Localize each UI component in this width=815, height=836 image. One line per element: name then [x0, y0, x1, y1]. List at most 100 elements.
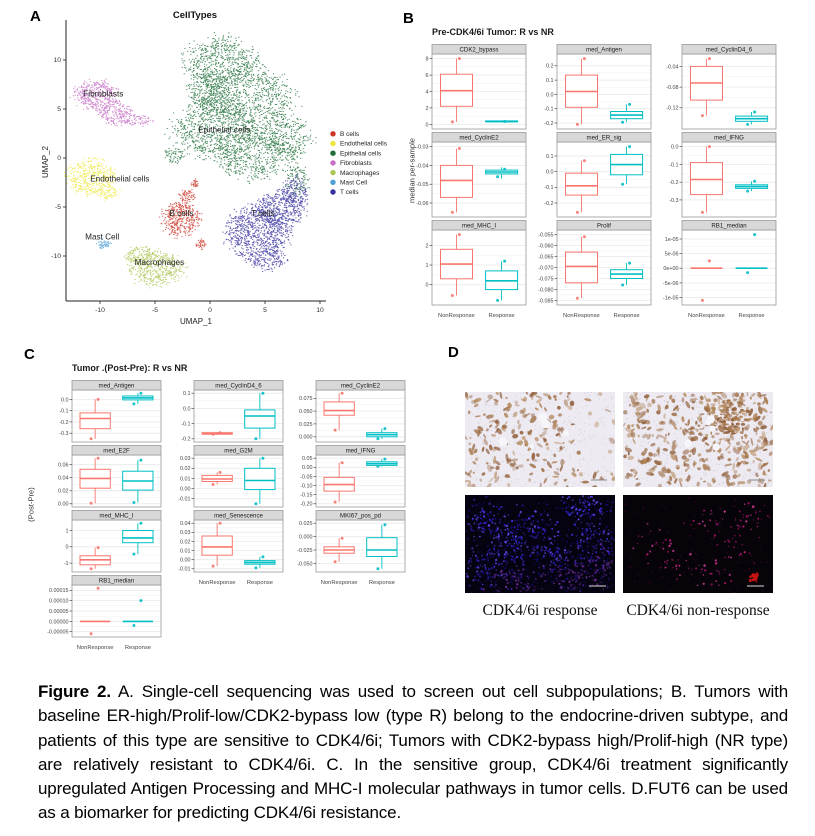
- box-response: [244, 456, 276, 506]
- box-response: [485, 259, 519, 302]
- red-marker-spot: [755, 572, 759, 576]
- y-tick-label: -1e-05: [663, 295, 679, 301]
- x-category-label: Response: [614, 313, 640, 319]
- data-point: [753, 233, 757, 237]
- facet-strip: [431, 220, 527, 231]
- figure-caption-label: Figure 2.: [38, 682, 111, 701]
- y-tick-label: 8: [426, 57, 429, 63]
- y-tick-label: 1: [426, 263, 429, 269]
- data-point: [139, 458, 143, 462]
- y-tick-label: 0.04: [180, 521, 191, 527]
- y-tick-label: -0.2: [669, 180, 678, 186]
- figure-caption: Figure 2. A. Single-cell sequencing was …: [38, 680, 788, 826]
- ihc-svg-dense: [623, 392, 773, 487]
- y-tick-label: 0: [426, 283, 429, 289]
- data-point: [457, 233, 461, 237]
- y-tick-label: 0: [426, 122, 429, 128]
- boxplot-facet-med_MHC_I: med_MHC_I 2 1 0 NonResponse Response: [426, 220, 527, 319]
- data-point: [457, 57, 461, 61]
- y-tick-label: -0.1: [59, 409, 68, 415]
- data-point: [132, 552, 136, 556]
- y-tick-label: 0.05: [302, 456, 313, 462]
- facet-med_ER_sig: med_ER_sig 0.1 0.0 -0.1 -0.2: [529, 132, 654, 220]
- box-nonresponse: [690, 57, 723, 118]
- y-tick-label: -0.2: [544, 201, 553, 207]
- x-category-label: NonResponse: [199, 580, 236, 586]
- boxplot-facet-MKI67_pos_pd: MKI67_pos_pd 0.025 0.000 -0.025 -0.050 NonRes…: [297, 510, 406, 586]
- data-point: [503, 120, 507, 123]
- umap-cluster-macrophages: [123, 245, 189, 289]
- data-point: [132, 501, 136, 504]
- boxplot-facet-RB1_median: RB1_median 1e-05 5e-06 0e+00 -5e-06 -1e-05 Non…: [663, 220, 777, 319]
- data-point: [383, 427, 387, 431]
- panel-c-label: C: [24, 346, 35, 363]
- box-response: [610, 145, 644, 186]
- legend-swatch: [330, 160, 336, 166]
- y-tick-label: -0.2: [544, 121, 553, 127]
- data-point: [621, 182, 625, 186]
- facet-med_CyclinE2: med_CyclinE2 -0.03 -0.04 -0.05 -0.06: [404, 132, 529, 220]
- facet-med_CyclinE2: med_CyclinE2 0.075 0.050 0.025 0.000: [286, 380, 408, 445]
- facet-strip: [681, 132, 777, 143]
- facet-med_G2M: med_G2M 0.03 0.02 0.01 0.00 -0.01: [164, 445, 286, 510]
- facet-CDK2_bypass: CDK2_bypass 8 6 4 2 0: [404, 44, 529, 132]
- facet-strip-title: med_ER_sig: [587, 134, 622, 141]
- box-nonresponse: [201, 521, 233, 568]
- data-point: [340, 461, 344, 465]
- y-tick-label: 0.075: [299, 396, 313, 402]
- facet-Prolif: Prolif -0.055 -0.060 -0.065 -0.070 -0.075 -0.0…: [529, 220, 654, 322]
- y-tick-label: -5e-06: [663, 281, 679, 287]
- data-point: [261, 391, 265, 395]
- panel-d-label: D: [448, 344, 459, 361]
- umap-cluster-epithelial-cells: [164, 32, 317, 198]
- data-point: [132, 402, 136, 406]
- legend-swatch: [330, 131, 336, 137]
- box-nonresponse: [201, 470, 233, 486]
- data-point: [746, 271, 750, 275]
- facet-strip-title: med_MHC_I: [99, 512, 134, 519]
- x-category-label: NonResponse: [438, 313, 475, 319]
- y-tick-label: 0.000: [299, 535, 313, 541]
- facet-strip: [556, 220, 652, 231]
- box-nonresponse: [440, 57, 473, 124]
- box-response: [122, 458, 154, 504]
- red-marker-spot: [751, 577, 756, 582]
- y-tick-label: -0.08: [666, 85, 678, 91]
- box-nonresponse: [79, 546, 111, 571]
- data-point: [496, 298, 500, 302]
- box-response: [122, 391, 154, 406]
- fluorescence-nonresponse-image: [623, 495, 773, 593]
- facet-strip-title: med_G2M: [224, 447, 252, 454]
- box-nonresponse: [440, 147, 473, 214]
- facet-strip: [556, 132, 652, 143]
- umap-cluster-label: Endothelial cells: [90, 175, 149, 184]
- y-tick-label: 0.0: [546, 92, 554, 98]
- y-tick-label: -0.06: [416, 201, 428, 207]
- x-category-label: Response: [369, 580, 395, 586]
- y-tick-label: 0: [66, 545, 69, 551]
- data-point: [383, 457, 387, 461]
- y-tick-label: 10: [53, 57, 61, 64]
- box-response: [366, 457, 398, 468]
- box-response: [122, 599, 153, 627]
- y-tick-label: -0.05: [416, 182, 428, 188]
- y-tick-label: 0.06: [58, 463, 69, 469]
- y-tick-label: -0.15: [300, 493, 312, 499]
- boxplot-facet-med_CyclinE2: med_CyclinE2 -0.03 -0.04 -0.05 -0.06: [416, 132, 527, 218]
- data-point: [132, 624, 136, 627]
- box-nonresponse: [80, 586, 111, 636]
- facet-med_Senescence: med_Senescence 0.04 0.03 0.02 0.01 0.00 -0.01 N…: [164, 510, 286, 588]
- y-tick-label: -0.1: [544, 185, 553, 191]
- data-point: [96, 546, 100, 550]
- y-tick-label: -0.04: [416, 163, 428, 169]
- y-tick-label: 0.00: [58, 502, 69, 508]
- y-tick-label: 0: [57, 155, 61, 162]
- ihc-svg-sparse: [465, 392, 615, 487]
- y-tick-label: 0.02: [180, 466, 191, 472]
- facet-strip: [556, 44, 652, 55]
- data-point: [628, 261, 632, 265]
- data-point: [383, 523, 387, 527]
- y-tick-label: 0.025: [299, 422, 313, 428]
- data-point: [746, 122, 750, 126]
- x-tick-label: 10: [316, 307, 324, 314]
